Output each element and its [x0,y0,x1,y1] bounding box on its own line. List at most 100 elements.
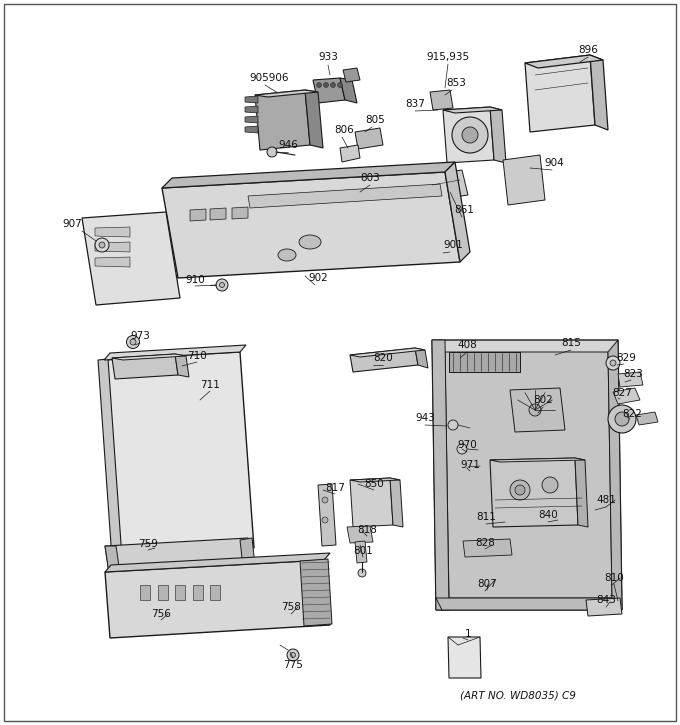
Text: 915,935: 915,935 [426,52,470,62]
Circle shape [448,420,458,430]
Circle shape [287,649,299,661]
Polygon shape [590,55,608,130]
Polygon shape [510,388,565,432]
Text: 973: 973 [130,331,150,341]
Text: 481: 481 [596,495,616,505]
Polygon shape [432,340,449,610]
Polygon shape [608,340,622,610]
Polygon shape [300,559,332,626]
Polygon shape [248,184,442,208]
Circle shape [529,404,541,416]
Circle shape [608,405,636,433]
Polygon shape [490,107,506,163]
Polygon shape [463,539,512,557]
Polygon shape [245,106,258,113]
Ellipse shape [278,249,296,261]
Circle shape [316,83,322,88]
Text: 758: 758 [281,602,301,612]
Text: 801: 801 [353,546,373,556]
Text: 907: 907 [62,219,82,229]
Polygon shape [210,208,226,220]
Circle shape [267,147,277,157]
Polygon shape [158,585,168,600]
Circle shape [337,83,343,88]
Text: 910: 910 [185,275,205,285]
Circle shape [606,356,620,370]
Polygon shape [430,170,468,200]
Circle shape [95,238,109,252]
Circle shape [358,569,366,577]
Polygon shape [255,90,310,150]
Polygon shape [448,637,481,678]
Polygon shape [350,478,400,482]
Polygon shape [618,372,643,387]
Polygon shape [430,90,453,110]
Circle shape [615,412,629,426]
Text: (ART NO. WD8035) C9: (ART NO. WD8035) C9 [460,690,576,700]
Text: 843: 843 [596,595,616,605]
Polygon shape [104,352,254,558]
Ellipse shape [299,235,321,249]
Circle shape [542,477,558,493]
Polygon shape [162,172,460,278]
Polygon shape [175,354,189,377]
Polygon shape [175,585,185,600]
Polygon shape [112,354,178,379]
Text: 817: 817 [325,483,345,493]
Text: 756: 756 [151,609,171,619]
Text: 970: 970 [457,440,477,450]
Text: 933: 933 [318,52,338,62]
Polygon shape [343,68,360,82]
Text: 850: 850 [364,479,384,489]
Circle shape [462,127,478,143]
Polygon shape [490,458,585,462]
Text: 943: 943 [415,413,435,423]
Polygon shape [445,162,470,262]
Polygon shape [105,538,252,573]
Text: 896: 896 [578,45,598,55]
Polygon shape [525,55,595,132]
Polygon shape [350,478,393,527]
Circle shape [330,83,335,88]
Text: 815: 815 [561,338,581,348]
Text: 840: 840 [538,510,558,520]
Polygon shape [415,348,428,368]
Text: 818: 818 [357,525,377,535]
Polygon shape [240,538,255,567]
Polygon shape [313,78,345,103]
Text: 408: 408 [457,340,477,350]
Polygon shape [232,207,248,219]
Circle shape [126,336,139,349]
Text: 810: 810 [604,573,624,583]
Polygon shape [162,162,455,188]
Polygon shape [443,107,502,113]
Text: 971: 971 [460,460,480,470]
Text: 805: 805 [365,115,385,125]
Polygon shape [210,585,220,600]
Circle shape [220,283,224,288]
Polygon shape [245,126,258,133]
Polygon shape [95,257,130,267]
Text: 837: 837 [405,99,425,109]
Polygon shape [355,128,383,149]
Polygon shape [355,541,367,563]
Polygon shape [586,598,622,616]
Text: 759: 759 [138,539,158,549]
Circle shape [452,117,488,153]
Circle shape [130,339,136,345]
Text: 946: 946 [278,140,298,150]
Polygon shape [449,352,520,372]
Text: 1: 1 [464,629,471,639]
Polygon shape [390,478,403,527]
Text: 901: 901 [443,240,463,250]
Circle shape [99,242,105,248]
Circle shape [610,360,616,366]
Polygon shape [190,209,206,221]
Polygon shape [95,227,130,237]
Polygon shape [95,242,130,252]
Text: 803: 803 [360,173,380,183]
Polygon shape [305,90,323,148]
Text: 827: 827 [612,388,632,398]
Polygon shape [436,598,618,610]
Text: 905906: 905906 [250,73,289,83]
